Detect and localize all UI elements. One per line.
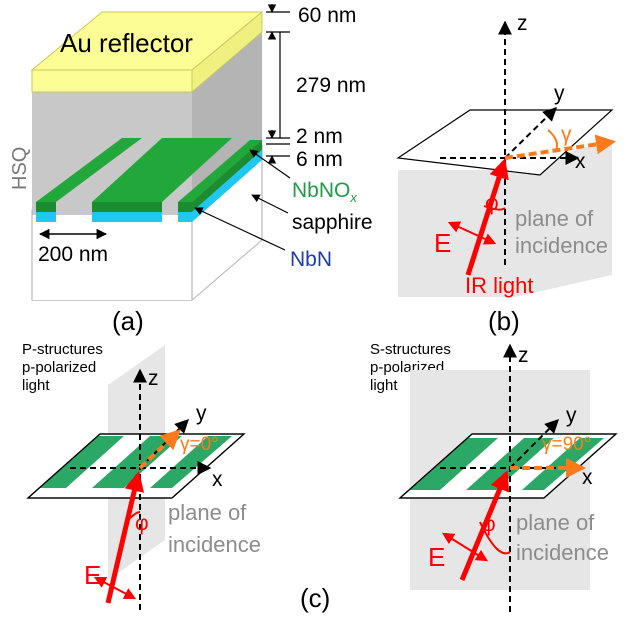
- axis-z-c-left: z: [148, 367, 159, 390]
- projection-arrow-b: [504, 134, 616, 160]
- phi-arc-c-left: [127, 511, 141, 521]
- dim-60nm: 60 nm: [298, 4, 356, 27]
- p-structures-title-1: P-structures: [22, 341, 103, 358]
- s-structures-title-1: S-structures: [370, 341, 451, 358]
- phi-label-c-left: φ: [135, 512, 149, 535]
- p-structures-title-3: light: [22, 377, 50, 394]
- panel-b-label: (b): [488, 306, 520, 336]
- panel-c-left: P-structures p-polarized light z y x γ=0…: [22, 341, 261, 610]
- panel-c-right: S-structures p-polarized light z y x γ=9…: [370, 341, 618, 612]
- y-axis-b: [504, 107, 557, 159]
- panel-c-label: (c): [300, 583, 330, 613]
- p-structures-title-2: p-polarized: [22, 359, 96, 376]
- y-axis-c-right: [509, 419, 559, 469]
- nbn-label: NbN: [290, 248, 332, 271]
- ir-light-beam-b: [465, 158, 509, 276]
- axis-z-c-right: z: [518, 344, 529, 367]
- au-reflector-front: [31, 69, 193, 93]
- phi-label-c-right: φ: [482, 513, 496, 536]
- e-field-arrow-c-right: [441, 532, 489, 562]
- e-label-b: E: [434, 228, 451, 258]
- stripe-c-right-1: [410, 438, 498, 490]
- width-200nm-label: 200 nm: [38, 243, 108, 266]
- stripe-3: [178, 140, 262, 222]
- au-reflector-label: Au reflector: [60, 28, 193, 58]
- incidence-label-c-right: incidence: [516, 540, 609, 565]
- gamma-label-c-right: γ=90°: [542, 434, 591, 455]
- light-beam-c-right: [459, 470, 510, 581]
- axis-z-b: z: [517, 12, 528, 35]
- stripe-c-right-2: [466, 438, 554, 490]
- incidence-label-c-left: incidence: [168, 532, 261, 557]
- plane-of-incidence-b: [398, 140, 612, 297]
- panel-a-label: (a): [112, 306, 144, 336]
- callout-nbnox: [249, 149, 291, 179]
- plane-of-label-c-right: plane of: [516, 510, 595, 535]
- xy-plane-outline-c-left: [26, 433, 246, 499]
- phi-label-b: φ: [485, 192, 499, 215]
- phi-arc-b: [483, 205, 506, 211]
- gamma-arc-b: [547, 129, 558, 152]
- ir-light-label-b: IR light: [465, 273, 533, 298]
- phi-arc-c-right: [479, 521, 511, 555]
- panel-a: Au reflector HSQ: [9, 4, 373, 336]
- axis-x-c-left: x: [212, 468, 223, 491]
- stripe-c-right-3: [522, 438, 604, 490]
- e-field-arrow-c-left: [93, 576, 137, 600]
- stripe-1: [36, 138, 142, 222]
- stripe-c-left-3: [150, 436, 232, 488]
- gamma-label-b: γ: [561, 123, 572, 146]
- callout-nbn: [194, 207, 286, 251]
- au-reflector-side: [191, 10, 263, 94]
- dim-279nm: 279 nm: [296, 74, 366, 97]
- projection-arrow-c-left: [138, 429, 181, 470]
- s-structures-title-3: light: [370, 377, 398, 394]
- dim-6nm: 6 nm: [296, 148, 343, 171]
- axis-y-c-right: y: [566, 404, 577, 427]
- dimension-lines: [266, 4, 290, 164]
- dim-2nm: 2 nm: [296, 125, 343, 148]
- e-label-c-left: E: [84, 560, 101, 590]
- stripe-c-left-1: [40, 436, 124, 488]
- hsq-label: HSQ: [9, 147, 31, 190]
- nbnox-label: NbNOx: [292, 179, 357, 205]
- axis-y-c-left: y: [196, 402, 207, 425]
- plane-of-label-b: plane of: [515, 206, 594, 231]
- e-field-arrow-b: [447, 221, 497, 245]
- incidence-label-b: incidence: [515, 233, 608, 258]
- sapphire-label: sapphire: [292, 211, 373, 234]
- callout-sapphire: [251, 194, 289, 214]
- e-label-c-right: E: [428, 542, 445, 572]
- panel-b: z y x γ φ E plane of incidence IR light …: [396, 12, 616, 336]
- axis-x-c-right: x: [582, 466, 593, 489]
- gamma-label-c-left: γ=0°: [180, 434, 219, 455]
- axis-y-b: y: [554, 82, 565, 105]
- plane-of-label-c-left: plane of: [168, 500, 247, 525]
- stripe-2: [92, 138, 232, 222]
- axis-x-b: x: [575, 150, 586, 173]
